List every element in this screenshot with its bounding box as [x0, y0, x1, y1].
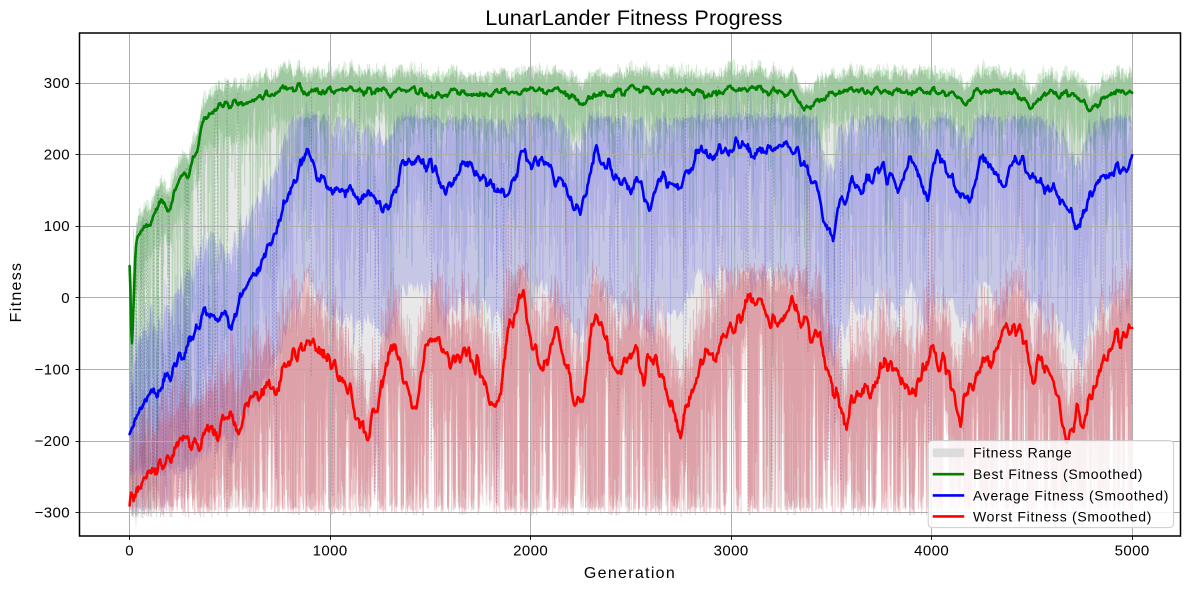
svg-text:0: 0 [125, 543, 134, 560]
svg-text:3000: 3000 [714, 543, 749, 560]
svg-text:−100: −100 [35, 361, 70, 378]
svg-text:300: 300 [44, 75, 70, 92]
svg-text:1000: 1000 [313, 543, 348, 560]
svg-text:Best Fitness (Smoothed): Best Fitness (Smoothed) [973, 466, 1143, 482]
svg-text:2000: 2000 [513, 543, 548, 560]
svg-text:4000: 4000 [914, 543, 949, 560]
svg-text:5000: 5000 [1115, 543, 1150, 560]
svg-text:LunarLander Fitness Progress: LunarLander Fitness Progress [485, 5, 782, 30]
svg-text:200: 200 [44, 147, 70, 164]
svg-text:Fitness: Fitness [8, 262, 25, 323]
svg-text:Worst Fitness (Smoothed): Worst Fitness (Smoothed) [973, 508, 1152, 524]
svg-text:−300: −300 [35, 505, 70, 522]
svg-text:0: 0 [61, 290, 70, 307]
svg-text:100: 100 [44, 218, 70, 235]
svg-text:Average Fitness (Smoothed): Average Fitness (Smoothed) [973, 487, 1169, 503]
svg-text:−200: −200 [35, 433, 70, 450]
svg-text:Generation: Generation [584, 565, 676, 582]
svg-text:Fitness Range: Fitness Range [973, 445, 1072, 461]
